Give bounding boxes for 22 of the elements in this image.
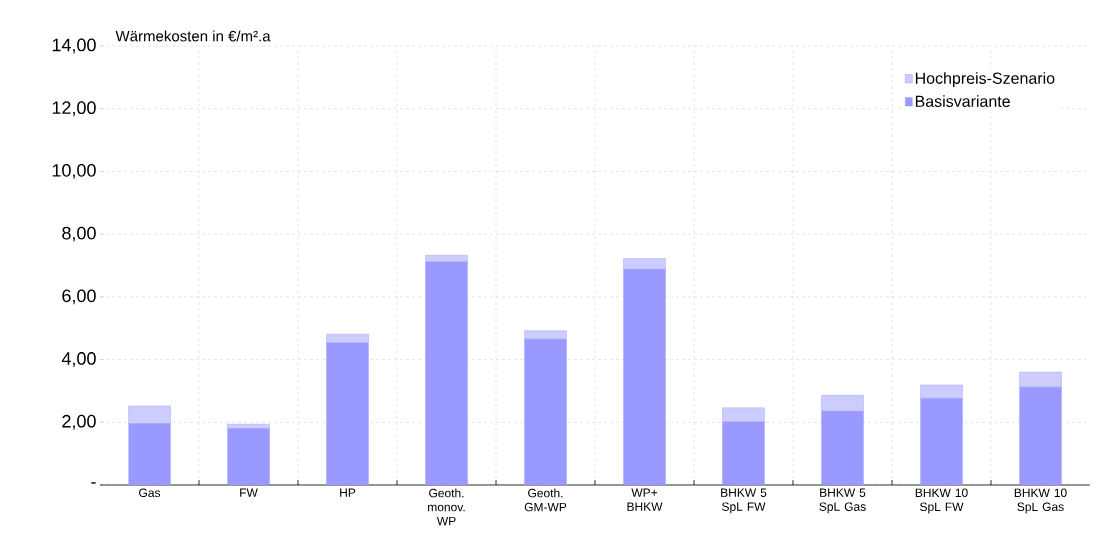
y-axis-title: Wärmekosten in €/m².a — [115, 30, 271, 42]
bar — [722, 407, 765, 423]
x-tick-label: Geoth. monov. WP — [428, 488, 465, 526]
y-tick-label: 4,00 — [61, 352, 96, 367]
x-tick-label: BHKW 5 SpL FW — [721, 488, 767, 514]
y-tick-label: 10,00 — [52, 163, 96, 179]
x-tick-label: BHKW 10 SpL Gas — [1014, 488, 1067, 514]
y-tick-label: 6,00 — [62, 289, 96, 305]
y-tick-label: 14,00 — [52, 38, 96, 54]
x-tick-label: WP+ BHKW — [627, 488, 663, 511]
y-tick-label: 12,00 — [52, 101, 96, 117]
x-tick-label: Gas — [139, 488, 161, 498]
x-tick-label: Geoth. GM-WP — [524, 488, 567, 512]
legend-label: Hochpreis-Szenario — [915, 72, 1055, 88]
x-tick-label: BHKW 10 SpL FW — [915, 488, 968, 514]
legend-label: Basisvariante — [915, 95, 1010, 107]
x-tick-label: BHKW 5 SpL Gas — [819, 488, 866, 514]
y-tick-label: - — [91, 482, 96, 484]
x-tick-label: HP — [340, 488, 356, 497]
y-tick-label: 8,00 — [62, 226, 96, 242]
y-tick-label: 2,00 — [62, 414, 96, 430]
x-tick-label: FW — [240, 488, 258, 497]
